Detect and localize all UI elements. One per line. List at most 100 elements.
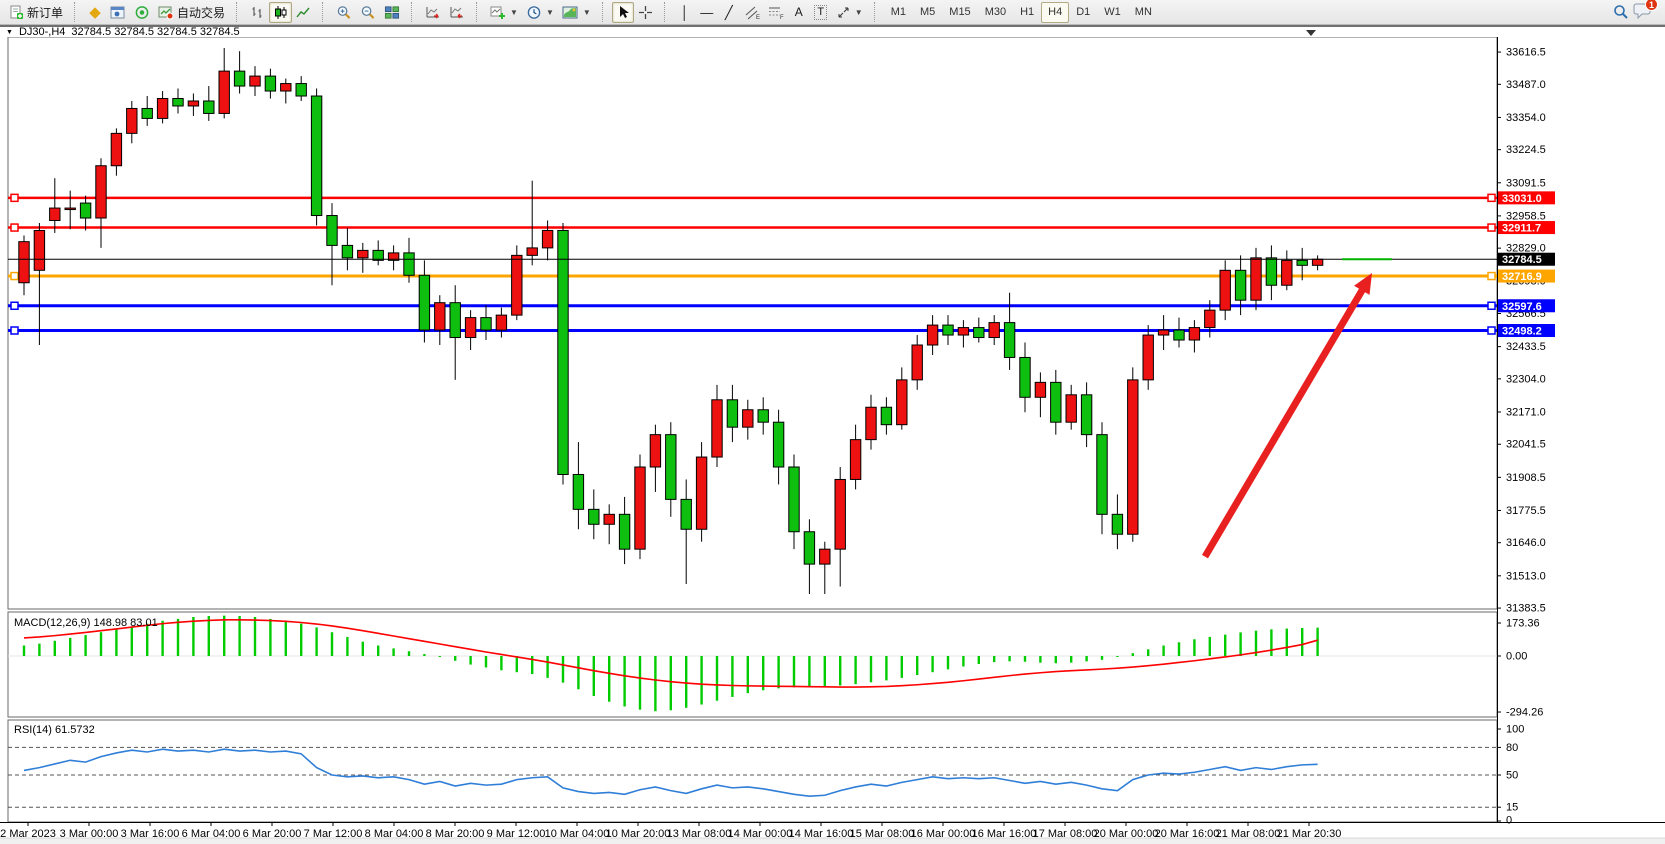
price-tick-label: 32958.5 <box>1506 210 1546 222</box>
timeframe-button-w1[interactable]: W1 <box>1104 6 1121 18</box>
text-label-tool-button[interactable]: T <box>810 2 832 23</box>
rsi-pane[interactable] <box>7 719 1498 823</box>
candle <box>33 229 46 271</box>
candle <box>187 100 200 107</box>
zoom-in-button[interactable] <box>332 2 356 23</box>
candle <box>1296 259 1308 266</box>
candle <box>156 98 169 119</box>
candle <box>649 434 662 468</box>
data-window-button[interactable] <box>106 2 130 23</box>
candle <box>557 229 569 475</box>
candle <box>341 244 354 259</box>
cursor-tool-button[interactable] <box>611 1 634 23</box>
candle <box>1250 257 1262 301</box>
candle <box>95 165 107 219</box>
line-anchor-handle[interactable] <box>1487 223 1496 232</box>
candle <box>695 456 708 530</box>
chart-header: ▼ DJ30-,H4 32784.5 32784.5 32784.5 32784… <box>0 25 1665 38</box>
new-chart-button[interactable]: ▼ <box>486 2 522 23</box>
candle <box>249 75 261 87</box>
price-tag-label: 32498.2 <box>1502 326 1542 338</box>
line-anchor-handle[interactable] <box>1487 326 1496 335</box>
macd-axis-label: -294.26 <box>1506 707 1543 719</box>
candle <box>1065 394 1077 423</box>
candle <box>434 302 446 331</box>
one-click-trading-toggle-icon[interactable]: ▼ <box>6 28 13 36</box>
toolbar-separator <box>322 2 327 22</box>
candle <box>280 83 292 92</box>
time-axis-label: 21 Mar 08:00 <box>1216 828 1281 840</box>
new-order-button[interactable]: 新订单 <box>5 2 67 23</box>
candle <box>603 513 615 525</box>
line-anchor-handle[interactable] <box>1487 193 1496 203</box>
text-tool-button[interactable]: A <box>788 2 810 23</box>
chart-shift-button[interactable] <box>445 2 469 23</box>
line-anchor-handle[interactable] <box>10 193 19 203</box>
candle <box>172 98 184 107</box>
line-anchor-handle[interactable] <box>10 301 19 311</box>
timeframe-button-m1[interactable]: M1 <box>890 6 906 18</box>
auto-trading-button[interactable]: 自动交易 <box>154 2 229 23</box>
candle <box>295 83 307 97</box>
svg-text:F: F <box>780 15 784 20</box>
signals-button[interactable] <box>130 2 154 23</box>
bar-chart-mode-button[interactable] <box>246 2 269 23</box>
candle <box>495 314 508 331</box>
metaeditor-button[interactable]: ◆ <box>84 2 106 23</box>
candle <box>973 327 985 339</box>
price-tag-label: 32597.6 <box>1502 301 1542 313</box>
periods-button[interactable]: ▼ <box>522 2 558 23</box>
candle <box>1204 309 1216 329</box>
timeframe-button-h1[interactable]: H1 <box>1020 6 1035 18</box>
time-axis-label: 20 Mar 00:00 <box>1094 828 1159 840</box>
trend-arrow-annotation[interactable] <box>1201 285 1368 559</box>
timeframe-button-h4[interactable]: H4 <box>1041 1 1070 23</box>
timeframe-button-m5[interactable]: M5 <box>920 6 936 18</box>
candle <box>757 409 769 423</box>
macd-pane[interactable] <box>7 611 1498 718</box>
timeframe-button-mn[interactable]: MN <box>1134 6 1152 18</box>
candle-chart-mode-button[interactable] <box>269 1 293 23</box>
line-anchor-handle[interactable] <box>10 271 19 281</box>
chart-ohlc-readout: 32784.5 32784.5 32784.5 32784.5 <box>71 26 240 38</box>
channel-tool-button[interactable]: E <box>740 2 764 23</box>
arrows-tool-button[interactable]: ▼ <box>832 2 867 23</box>
search-button[interactable] <box>1609 2 1633 23</box>
chart-area[interactable]: 33616.5 33487.0 33354.0 33224.5 33091.5 32958… <box>0 37 1665 844</box>
line-anchor-handle[interactable] <box>1487 271 1496 281</box>
line-anchor-handle[interactable] <box>10 326 19 335</box>
candle <box>803 531 816 565</box>
candle <box>387 252 400 261</box>
trendline-tool-button[interactable]: ╱ <box>718 2 740 23</box>
fibonacci-icon: F <box>768 7 784 20</box>
templates-button[interactable]: ▼ <box>558 2 595 23</box>
horizontal-line-tool-button[interactable]: — <box>696 2 718 23</box>
toolbar-separator <box>601 2 607 22</box>
time-axis-label: 6 Mar 04:00 <box>182 828 241 840</box>
tile-windows-button[interactable] <box>380 2 404 23</box>
vertical-line-tool-button[interactable]: │ <box>674 2 696 23</box>
fibonacci-tool-button[interactable]: F <box>764 2 788 23</box>
candle <box>588 508 600 525</box>
candle <box>711 399 723 458</box>
price-tick-label: 32433.5 <box>1506 341 1546 353</box>
price-tick-label: 32041.5 <box>1506 439 1546 451</box>
line-anchor-handle[interactable] <box>10 223 19 232</box>
candle <box>665 434 677 500</box>
zoom-out-button[interactable] <box>356 2 380 23</box>
notifications-button[interactable]: 1 <box>1633 0 1658 22</box>
chart-shift-marker-icon[interactable] <box>1306 30 1316 36</box>
crosshair-tool-button[interactable] <box>634 2 657 23</box>
price-tick-label: 31775.5 <box>1506 505 1546 517</box>
auto-scroll-icon <box>426 6 440 18</box>
main-price-pane[interactable] <box>7 37 1498 610</box>
candle <box>464 317 477 339</box>
time-axis-label: 17 Mar 08:00 <box>1033 828 1098 840</box>
line-anchor-handle[interactable] <box>1487 301 1496 311</box>
timeframe-button-d1[interactable]: D1 <box>1076 6 1091 18</box>
candle <box>896 379 908 426</box>
timeframe-button-m15[interactable]: M15 <box>949 6 971 18</box>
auto-scroll-button[interactable] <box>421 2 445 23</box>
timeframe-button-m30[interactable]: M30 <box>984 6 1007 18</box>
line-chart-mode-button[interactable] <box>292 2 315 23</box>
